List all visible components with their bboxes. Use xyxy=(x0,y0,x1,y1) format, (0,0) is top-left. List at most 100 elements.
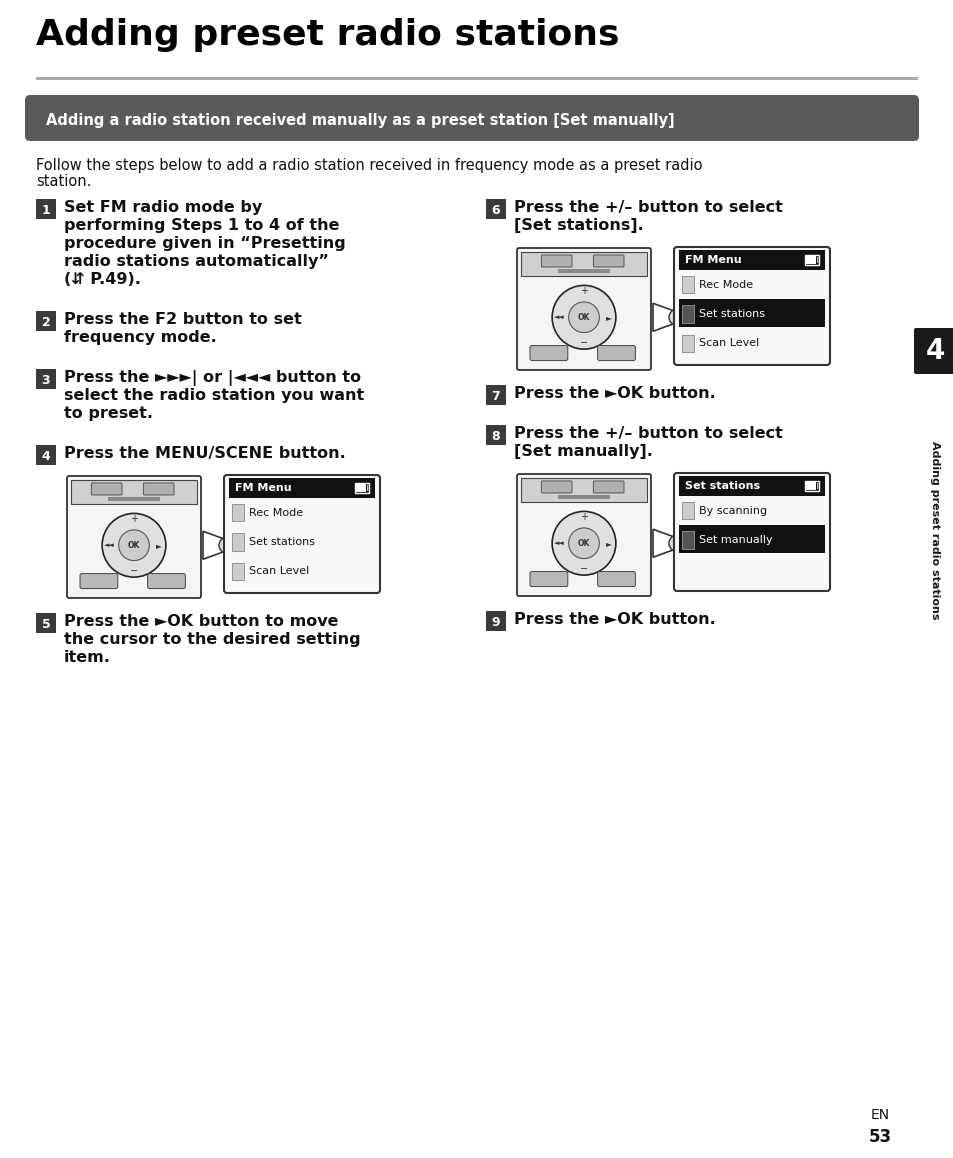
FancyBboxPatch shape xyxy=(143,483,173,494)
Bar xyxy=(229,478,375,498)
FancyBboxPatch shape xyxy=(91,483,122,494)
Text: 6: 6 xyxy=(491,204,499,217)
Text: [Set stations].: [Set stations]. xyxy=(514,218,643,233)
Text: −: − xyxy=(579,338,587,349)
Bar xyxy=(232,533,244,551)
Text: Scan Level: Scan Level xyxy=(699,338,759,349)
Text: 3: 3 xyxy=(42,374,51,387)
FancyBboxPatch shape xyxy=(530,345,567,360)
Text: the cursor to the desired setting: the cursor to the desired setting xyxy=(64,632,360,647)
Text: Press the ►OK button to move: Press the ►OK button to move xyxy=(64,614,338,629)
Circle shape xyxy=(552,512,616,576)
Text: 5: 5 xyxy=(42,617,51,630)
Text: Set manually: Set manually xyxy=(699,535,772,545)
FancyBboxPatch shape xyxy=(148,573,185,588)
Text: OK: OK xyxy=(578,538,590,548)
Circle shape xyxy=(568,528,598,558)
Bar xyxy=(558,269,609,273)
Text: By scanning: By scanning xyxy=(699,506,766,515)
Bar xyxy=(681,276,693,293)
Circle shape xyxy=(552,285,616,349)
FancyBboxPatch shape xyxy=(67,476,201,598)
Text: EN: EN xyxy=(869,1108,888,1122)
Bar xyxy=(36,445,56,466)
Text: 4: 4 xyxy=(42,449,51,462)
Bar xyxy=(355,484,366,492)
Text: 9: 9 xyxy=(491,616,499,629)
FancyBboxPatch shape xyxy=(25,95,918,141)
Bar xyxy=(36,369,56,389)
Text: ►: ► xyxy=(605,538,611,548)
Bar xyxy=(520,252,646,276)
FancyBboxPatch shape xyxy=(517,248,650,371)
Text: +: + xyxy=(130,514,138,525)
Text: +: + xyxy=(579,286,587,296)
Text: 7: 7 xyxy=(491,389,500,403)
Bar xyxy=(485,425,505,445)
Text: Adding preset radio stations: Adding preset radio stations xyxy=(36,19,618,52)
Text: frequency mode.: frequency mode. xyxy=(64,330,216,345)
Text: procedure given in “Presetting: procedure given in “Presetting xyxy=(64,236,345,251)
FancyBboxPatch shape xyxy=(80,573,117,588)
Text: Scan Level: Scan Level xyxy=(249,566,309,577)
Text: +: + xyxy=(579,512,587,522)
FancyBboxPatch shape xyxy=(597,345,635,360)
Text: 1: 1 xyxy=(42,204,51,217)
FancyBboxPatch shape xyxy=(517,474,650,596)
Text: to preset.: to preset. xyxy=(64,406,152,422)
FancyBboxPatch shape xyxy=(913,328,953,374)
Bar xyxy=(679,250,824,270)
Text: Press the +/– button to select: Press the +/– button to select xyxy=(514,200,782,215)
Bar xyxy=(232,563,244,580)
Bar xyxy=(520,478,646,501)
Text: Set stations: Set stations xyxy=(684,481,760,491)
Bar xyxy=(679,476,824,496)
Text: Press the MENU/SCENE button.: Press the MENU/SCENE button. xyxy=(64,446,345,461)
Circle shape xyxy=(219,537,234,554)
Bar xyxy=(71,481,196,504)
Text: −: − xyxy=(579,564,587,574)
Text: Rec Mode: Rec Mode xyxy=(699,280,752,290)
Text: Press the F2 button to set: Press the F2 button to set xyxy=(64,312,301,327)
FancyBboxPatch shape xyxy=(597,572,635,587)
Text: OK: OK xyxy=(128,541,140,550)
Text: Follow the steps below to add a radio station received in frequency mode as a pr: Follow the steps below to add a radio st… xyxy=(36,157,701,173)
FancyBboxPatch shape xyxy=(673,247,829,365)
FancyBboxPatch shape xyxy=(593,481,623,493)
Circle shape xyxy=(102,513,166,577)
FancyBboxPatch shape xyxy=(541,255,572,267)
Text: Ni: Ni xyxy=(808,481,818,491)
Bar xyxy=(681,306,693,323)
Bar xyxy=(558,494,609,499)
Bar xyxy=(36,312,56,331)
FancyBboxPatch shape xyxy=(530,572,567,587)
Text: 4: 4 xyxy=(924,337,943,365)
Bar xyxy=(36,613,56,633)
Text: Press the +/– button to select: Press the +/– button to select xyxy=(514,426,782,441)
Bar xyxy=(485,611,505,631)
Text: Press the ►OK button.: Press the ►OK button. xyxy=(514,386,715,401)
Circle shape xyxy=(668,309,684,325)
Text: 2: 2 xyxy=(42,315,51,329)
Bar xyxy=(804,481,818,491)
Bar xyxy=(681,501,693,520)
Bar xyxy=(36,199,56,219)
Text: 8: 8 xyxy=(491,430,499,442)
Text: [Set manually].: [Set manually]. xyxy=(514,444,652,459)
Bar xyxy=(232,504,244,521)
Bar xyxy=(108,497,160,501)
Text: station.: station. xyxy=(36,174,91,189)
Text: ►: ► xyxy=(155,541,162,550)
Text: Ni: Ni xyxy=(808,255,818,265)
Bar xyxy=(805,256,815,264)
FancyBboxPatch shape xyxy=(224,475,379,593)
Text: −: − xyxy=(130,566,138,577)
Text: Set stations: Set stations xyxy=(249,537,314,547)
Text: FM Menu: FM Menu xyxy=(234,483,292,493)
Circle shape xyxy=(118,530,150,560)
Text: select the radio station you want: select the radio station you want xyxy=(64,388,364,403)
Circle shape xyxy=(568,302,598,332)
Text: Adding preset radio stations: Adding preset radio stations xyxy=(929,441,939,620)
Text: Set stations: Set stations xyxy=(699,309,764,318)
Text: Rec Mode: Rec Mode xyxy=(249,507,303,518)
